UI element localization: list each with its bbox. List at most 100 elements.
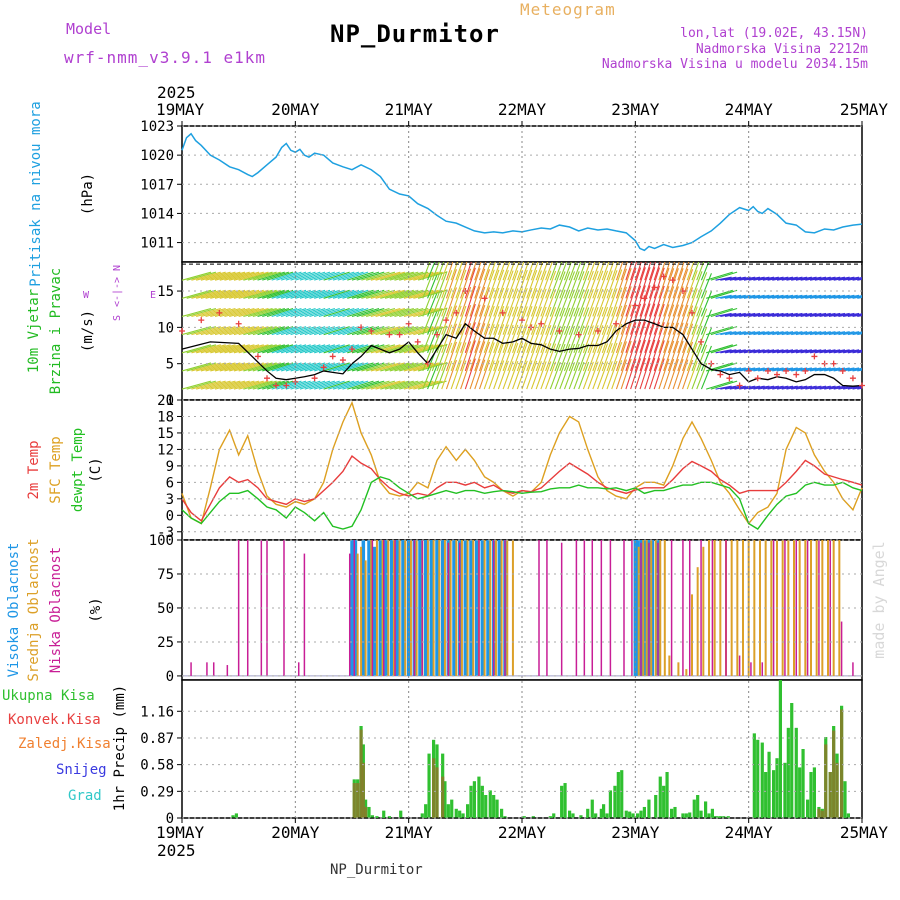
wind-barb: [285, 326, 311, 336]
y-tick-label: 15: [157, 284, 174, 300]
wind-barb: [833, 312, 850, 318]
wind-barb: [290, 307, 316, 317]
y-tick-label: 3: [166, 492, 174, 508]
wind-barb: [762, 385, 779, 390]
wind-barb: [800, 331, 817, 336]
precip-ylabel: 1hr Precip (mm): [112, 685, 128, 811]
wind-barb: [762, 331, 779, 336]
wind-barb: [672, 268, 684, 299]
wind-barb: [781, 349, 798, 354]
wind-barb: [224, 307, 255, 318]
wind-barb: [843, 349, 860, 354]
wind-barb: [196, 289, 226, 299]
precip-conv-bar: [432, 758, 436, 818]
wind-barb: [403, 326, 434, 336]
wind-barb: [247, 344, 277, 354]
wind-barb: [724, 312, 742, 318]
wind-barb: [663, 340, 675, 372]
wind-barb: [554, 307, 566, 335]
wind-barb: [582, 270, 594, 299]
y-tick-label: 12: [157, 442, 174, 458]
wind-barb: [238, 344, 269, 354]
wind-barb: [295, 380, 321, 390]
labels-layer: 10111014101710201023051015-3036912151821…: [2, 83, 888, 860]
precip-total-bar: [477, 776, 481, 818]
wind-barb: [290, 326, 316, 336]
wind-barb: [549, 343, 561, 372]
wind-barb: [682, 262, 690, 281]
wind-barb: [734, 312, 751, 318]
x-tick-label-top: 22MAY: [498, 100, 547, 119]
wind-barb: [606, 324, 618, 353]
wind-barb: [205, 289, 236, 299]
wind-barb: [843, 385, 860, 390]
wind-barb: [445, 305, 457, 335]
precip-total-bar: [461, 813, 465, 818]
wind-barb: [262, 344, 290, 354]
wind-barb: [314, 289, 340, 299]
wind-barb: [644, 339, 656, 372]
wind-barb: [639, 321, 651, 353]
wind-gust-marker: [783, 367, 790, 374]
wind-barb: [318, 289, 345, 299]
cloud-bar-1: [713, 540, 716, 676]
wind-barb: [843, 312, 860, 318]
wind-barb: [625, 340, 637, 372]
wind-barb: [758, 294, 775, 299]
wind-barb: [563, 271, 576, 299]
wind-barb: [450, 269, 462, 299]
wind-barb: [441, 342, 453, 372]
wind-barb: [370, 380, 401, 390]
wind-barb: [238, 326, 269, 336]
wind-barb: [474, 286, 486, 317]
cloud-bar-2: [852, 662, 854, 676]
wind-barb: [620, 262, 628, 281]
precip-total-bar: [713, 816, 717, 818]
wind-barb: [450, 262, 459, 281]
model-elevation-label: Nadmorska Visina u modelu 2034.15m: [601, 57, 868, 72]
wind-barb: [280, 326, 307, 336]
wind-barb: [290, 362, 316, 372]
x-tick-label-top: 19MAY: [156, 100, 205, 119]
wind-barb: [512, 262, 520, 281]
wind-barb: [625, 303, 637, 335]
wind-barb: [696, 344, 708, 372]
precip-total-bar: [756, 739, 760, 818]
cloud-bar-1: [381, 540, 384, 676]
wind-barb: [366, 289, 396, 299]
wind-barb: [243, 307, 273, 318]
wind-barb: [182, 362, 212, 372]
wind-barb: [658, 358, 670, 390]
precip-total-bar: [234, 813, 238, 818]
precip-total-bar: [446, 804, 450, 818]
wind-barb: [280, 344, 307, 354]
x-tick-label-bottom: 21MAY: [385, 823, 434, 842]
wind-barb: [408, 271, 439, 281]
wind-barb: [715, 331, 732, 336]
wind-barb: [597, 288, 609, 317]
cloud-bar-1: [460, 540, 463, 676]
wind-barb: [667, 286, 679, 317]
wind-barb: [592, 343, 604, 372]
wind-barb: [696, 272, 708, 299]
wind-barb: [748, 349, 765, 354]
wind-barb: [276, 289, 302, 299]
wind-barb: [620, 286, 632, 317]
precip-total-bar: [715, 816, 719, 818]
cloud-bar-0: [440, 540, 445, 676]
wind-barb: [243, 326, 273, 336]
wind-barb: [786, 349, 803, 354]
wind-barb: [337, 362, 364, 372]
wind-barb: [314, 362, 340, 372]
wind-barb: [809, 294, 827, 299]
wind-barb: [507, 288, 519, 317]
wind-barb: [493, 305, 505, 335]
wind-barb: [828, 294, 846, 299]
wind-barb: [639, 357, 651, 390]
wind-barb: [445, 287, 457, 317]
wind-barb: [686, 360, 698, 390]
wind-barb: [356, 307, 385, 318]
precip-total-bar: [673, 806, 677, 818]
wind-barb: [776, 276, 794, 281]
